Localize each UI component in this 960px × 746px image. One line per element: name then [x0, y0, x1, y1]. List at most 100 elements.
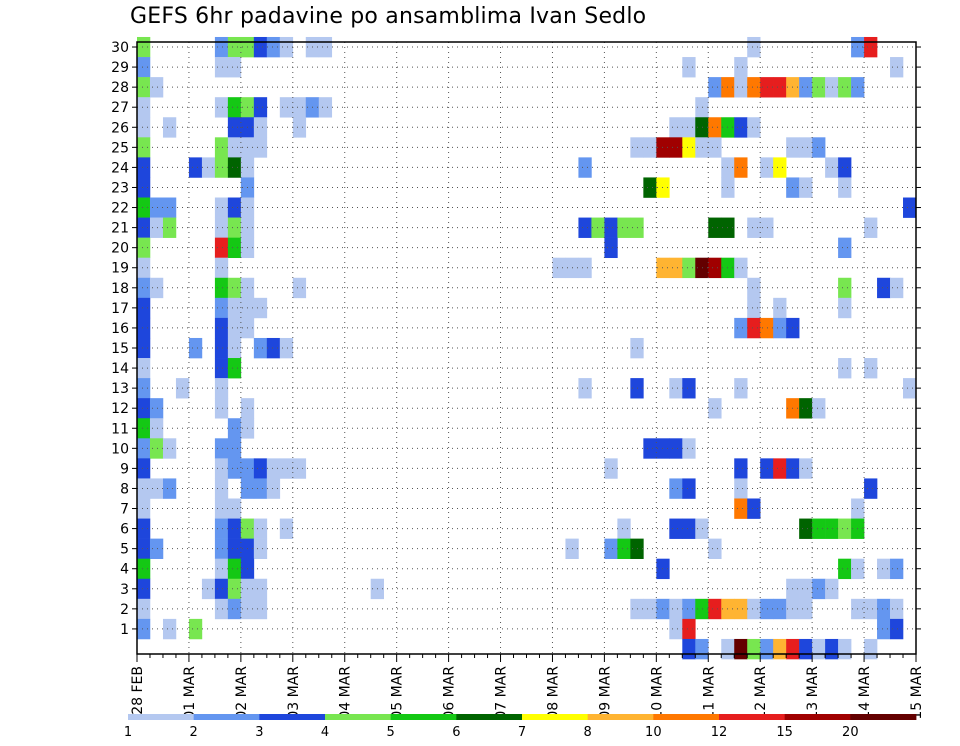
x-tick-label: 09 MAR: [597, 666, 613, 720]
precip-cell: [227, 297, 242, 319]
precip-cell: [137, 117, 151, 138]
y-tick-label: 4: [120, 562, 129, 578]
precip-cell: [604, 237, 618, 259]
precip-cell: [227, 438, 242, 459]
precip-cell: [137, 498, 151, 519]
precip-cell: [734, 57, 748, 78]
precip-cell: [669, 117, 683, 138]
precip-cell: [214, 137, 229, 158]
precip-cell: [747, 277, 761, 299]
y-tick-label: 17: [111, 301, 129, 317]
y-tick-label: 9: [120, 461, 129, 477]
precip-cell: [578, 378, 592, 399]
precip-cell: [279, 36, 294, 58]
legend-label: 2: [190, 725, 198, 740]
precip-cell: [773, 297, 787, 319]
precip-cell: [734, 77, 748, 98]
precip-cell: [214, 337, 229, 359]
precip-cell: [227, 598, 242, 620]
precip-cell: [617, 518, 631, 539]
y-tick-label: 20: [111, 241, 129, 257]
legend-swatch: [587, 714, 654, 720]
precip-cell: [214, 498, 229, 519]
precip-cell: [708, 137, 722, 158]
precip-cell: [643, 137, 657, 158]
precip-cell: [137, 358, 151, 379]
precip-cell: [708, 538, 722, 559]
precip-cell: [695, 638, 709, 660]
precip-cell: [253, 598, 268, 620]
precip-cell: [162, 197, 177, 218]
precip-cell: [877, 277, 891, 299]
precip-cell: [864, 598, 878, 620]
precip-cell: [734, 638, 748, 660]
precip-cell: [214, 438, 229, 459]
precip-cell: [721, 638, 735, 660]
precip-cell: [760, 77, 774, 98]
precip-cell: [279, 337, 294, 359]
precip-cell: [188, 337, 203, 359]
precip-cell: [695, 518, 709, 539]
precip-cell: [604, 538, 618, 559]
precip-cell: [162, 438, 177, 459]
precip-cell: [137, 418, 151, 439]
precip-cell: [812, 137, 826, 158]
precip-cell: [227, 558, 242, 580]
precip-cell: [137, 578, 151, 600]
precip-cell: [162, 478, 177, 499]
precip-cell: [617, 217, 631, 238]
precip-cell: [708, 217, 722, 238]
y-tick-label: 29: [111, 60, 129, 76]
precip-cell: [137, 618, 151, 640]
precip-cell: [669, 438, 683, 459]
precip-cell: [812, 398, 826, 419]
precip-cell: [734, 117, 748, 138]
precip-cell: [137, 398, 151, 419]
precip-cell: [214, 558, 229, 580]
precip-cell: [669, 478, 683, 499]
precip-cell: [214, 297, 229, 319]
precip-cell: [266, 478, 281, 499]
precip-cell: [838, 177, 852, 198]
precip-cell: [760, 638, 774, 660]
precip-cell: [214, 36, 229, 58]
precip-cell: [734, 458, 748, 479]
precip-cell: [227, 137, 242, 158]
legend-label: 12: [711, 725, 728, 740]
precip-cell: [682, 438, 696, 459]
precip-cell: [799, 518, 813, 539]
legend-label: 4: [321, 725, 329, 740]
precip-cell: [877, 558, 891, 580]
precip-cell: [188, 618, 203, 640]
precip-cell: [708, 398, 722, 419]
legend-label: 5: [387, 725, 395, 740]
precip-cell: [708, 257, 722, 279]
precip-cell: [227, 277, 242, 299]
y-tick-label: 14: [111, 361, 129, 377]
precip-cell: [253, 117, 268, 138]
precip-cell: [292, 97, 307, 118]
precip-cell: [669, 618, 683, 640]
precip-cell: [253, 578, 268, 600]
legend-swatch: [259, 714, 326, 720]
precip-cell: [864, 358, 878, 379]
precip-cell: [812, 518, 826, 539]
precip-cell: [773, 157, 787, 178]
precip-cell: [747, 117, 761, 138]
y-tick-label: 5: [120, 542, 129, 558]
y-tick-label: 30: [111, 40, 129, 56]
precip-cell: [214, 217, 229, 238]
precip-cell: [137, 438, 151, 459]
precip-cell: [812, 578, 826, 600]
y-tick-label: 2: [120, 602, 129, 618]
x-tick-label: 12 MAR: [753, 666, 769, 720]
precip-cell: [137, 478, 151, 499]
precip-cell: [825, 518, 839, 539]
x-tick-label: 14 MAR: [857, 666, 873, 720]
precip-cell: [227, 358, 242, 379]
precip-cell: [734, 598, 748, 620]
x-tick-label: 06 MAR: [442, 666, 458, 720]
legend-label: 1: [124, 725, 132, 740]
